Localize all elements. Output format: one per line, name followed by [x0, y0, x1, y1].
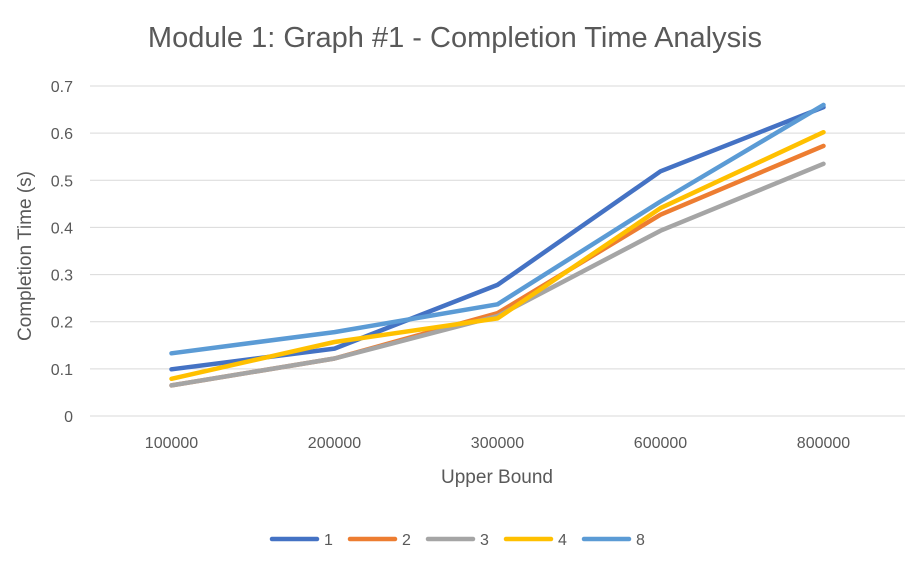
series-line-2: [169, 143, 826, 388]
legend-label: 1: [324, 532, 333, 549]
x-tick-label: 600000: [634, 435, 687, 452]
legend-label: 8: [636, 532, 645, 549]
series-line-4: [169, 129, 826, 382]
legend-item-3: 3: [425, 532, 489, 549]
x-tick-label: 800000: [797, 435, 850, 452]
y-tick-label: 0.5: [51, 173, 73, 190]
y-tick-label: 0.1: [51, 362, 73, 379]
series-line-8: [169, 102, 826, 356]
x-axis-title: Upper Bound: [441, 467, 553, 488]
y-tick-label: 0.2: [51, 315, 73, 332]
y-tick-label: 0: [64, 409, 73, 426]
series-line-1: [169, 104, 826, 372]
legend-label: 2: [402, 532, 411, 549]
gridlines: [90, 85, 905, 417]
y-tick-label: 0.3: [51, 268, 73, 285]
y-axis-ticks: 0 0.1 0.2 0.3 0.4 0.5 0.6 0.7: [51, 79, 73, 426]
legend-item-8: 8: [581, 532, 645, 549]
x-tick-label: 200000: [308, 435, 361, 452]
y-tick-label: 0.4: [51, 220, 73, 237]
chart-title: Module 1: Graph #1 - Completion Time Ana…: [148, 22, 762, 54]
y-tick-label: 0.7: [51, 79, 73, 96]
legend-item-1: 1: [269, 532, 333, 549]
x-axis-ticks: 100000 200000 300000 600000 800000: [145, 435, 850, 452]
y-axis-title: Completion Time (s): [15, 171, 36, 341]
legend-label: 3: [480, 532, 489, 549]
legend-item-4: 4: [503, 532, 567, 549]
legend-item-2: 2: [347, 532, 411, 549]
legend: 1 2 3 4 8: [269, 532, 645, 549]
y-tick-label: 0.6: [51, 126, 73, 143]
x-tick-label: 300000: [471, 435, 524, 452]
legend-label: 4: [558, 532, 567, 549]
series-lines: [169, 102, 826, 388]
x-tick-label: 100000: [145, 435, 198, 452]
